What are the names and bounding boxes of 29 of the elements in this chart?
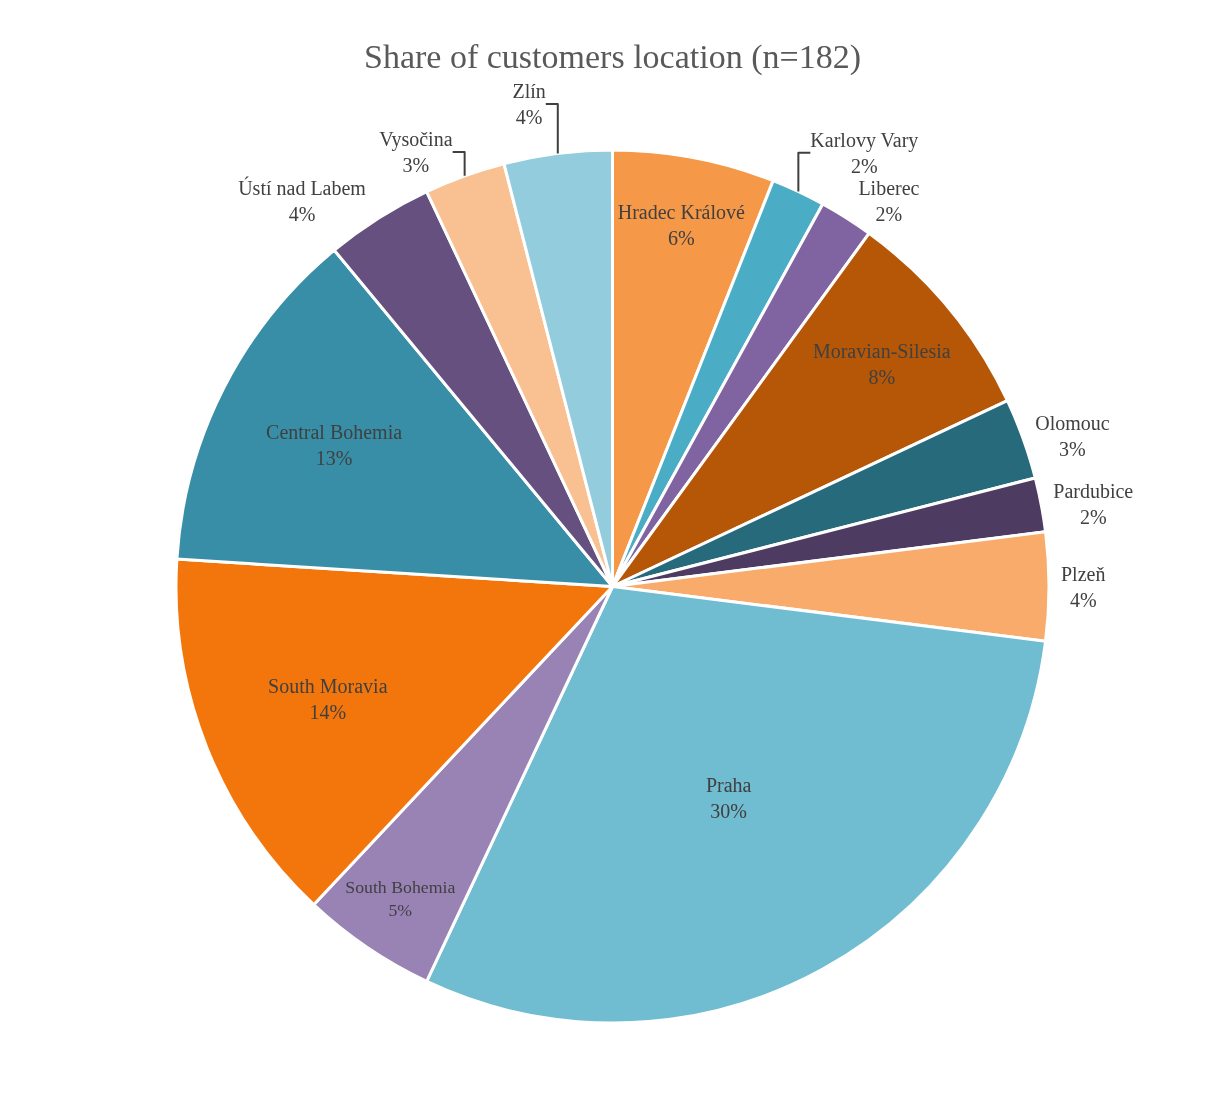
slice-label: Moravian-Silesia bbox=[812, 339, 951, 362]
slice-label: Plzeň bbox=[1061, 562, 1106, 585]
slice-label: South Bohemia bbox=[345, 877, 456, 898]
slice-label: Zlín bbox=[512, 79, 546, 102]
data-label: 5% bbox=[388, 900, 413, 921]
data-label: 2% bbox=[875, 202, 903, 225]
data-label: 13% bbox=[315, 446, 353, 469]
data-label: 4% bbox=[1069, 588, 1097, 611]
slice-label: Liberec bbox=[858, 176, 920, 199]
slice-label: Praha bbox=[705, 773, 752, 796]
slice-label: Vysočina bbox=[379, 127, 453, 151]
data-label: 14% bbox=[309, 701, 347, 724]
slice-label: South Moravia bbox=[268, 675, 388, 698]
data-label: 4% bbox=[288, 202, 316, 225]
slice-label: Hradec Králové bbox=[617, 201, 746, 224]
data-label: 3% bbox=[402, 153, 430, 176]
data-label: 3% bbox=[1059, 437, 1086, 460]
data-label: 2% bbox=[1079, 505, 1107, 528]
data-label: 2% bbox=[850, 154, 878, 177]
data-label: 30% bbox=[710, 799, 748, 822]
slice-label: Olomouc bbox=[1035, 411, 1110, 434]
slice-label: Karlovy Vary bbox=[810, 128, 919, 152]
data-label: 8% bbox=[868, 365, 896, 388]
data-label: 6% bbox=[667, 227, 695, 250]
slice-label: Ústí nad Labem bbox=[238, 175, 367, 199]
slice-label: Pardubice bbox=[1053, 479, 1134, 502]
chart-title: Share of customers location (n=182) bbox=[364, 37, 861, 76]
data-label: 4% bbox=[515, 105, 543, 128]
slice-label: Central Bohemia bbox=[266, 420, 403, 443]
